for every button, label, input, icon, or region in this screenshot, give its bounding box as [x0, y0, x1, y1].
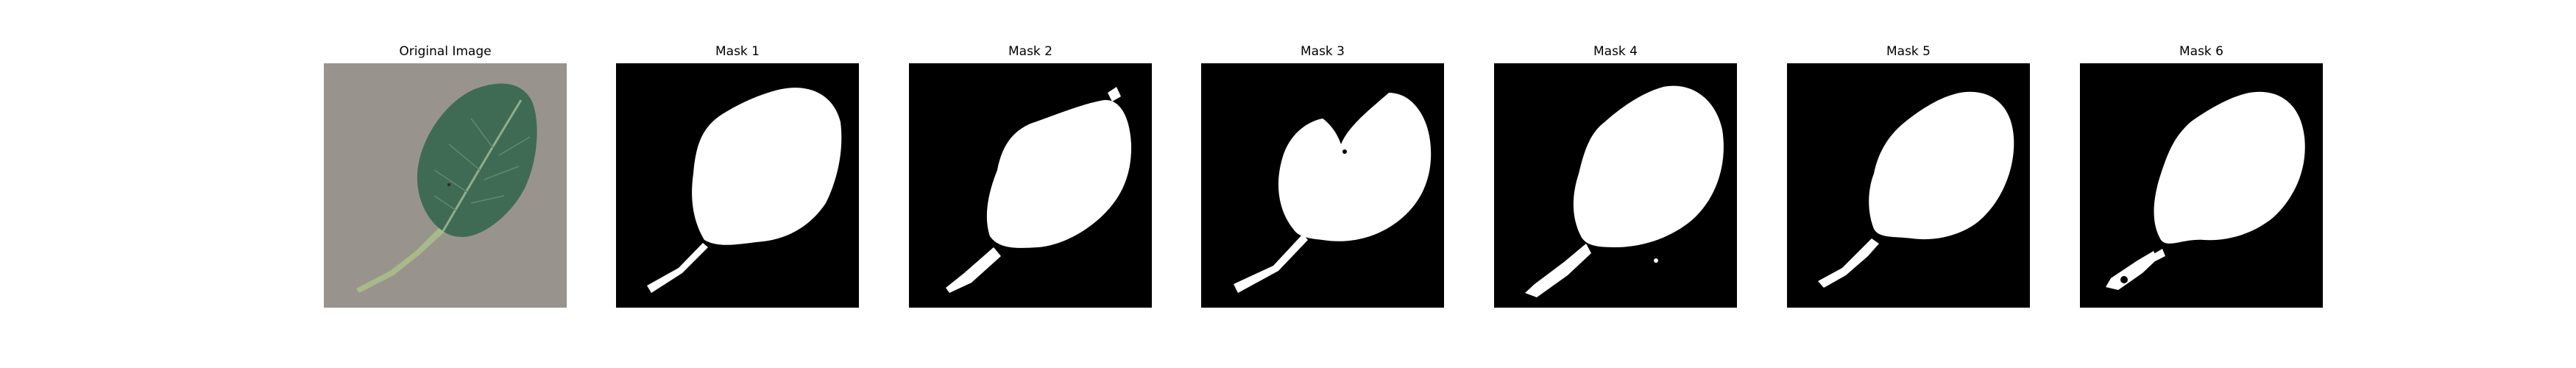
mask-5-image [1787, 63, 2030, 308]
panel-mask-1: Mask 1 [616, 0, 859, 368]
panel-title: Mask 1 [715, 44, 760, 59]
panel-mask-2: Mask 2 [909, 0, 1152, 368]
panel-title: Mask 5 [1886, 44, 1931, 59]
mask-3-image [1201, 63, 1444, 308]
mask-6-image [2080, 63, 2323, 308]
panel-mask-4: Mask 4 [1494, 0, 1737, 368]
panel-title: Mask 6 [2179, 44, 2223, 59]
panel-title: Mask 4 [1593, 44, 1638, 59]
mask-1-image [616, 63, 859, 308]
panel-original-image: Original Image [324, 0, 567, 368]
mask-2-image [909, 63, 1152, 308]
panel-title: Original Image [399, 44, 492, 59]
panel-mask-3: Mask 3 [1201, 0, 1444, 368]
panel-title: Mask 3 [1300, 44, 1345, 59]
panel-mask-6: Mask 6 [2080, 0, 2323, 368]
panel-mask-5: Mask 5 [1787, 0, 2030, 368]
panel-title: Mask 2 [1008, 44, 1052, 59]
original-leaf-image [324, 63, 567, 308]
mask-4-image [1494, 63, 1737, 308]
